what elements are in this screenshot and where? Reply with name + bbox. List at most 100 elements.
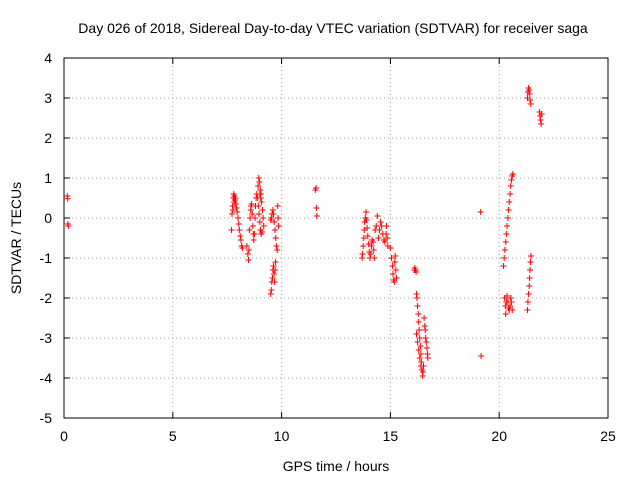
data-point (507, 191, 514, 197)
data-point (267, 291, 274, 297)
y-tick-label: -5 (40, 410, 53, 426)
y-tick-label: -4 (40, 370, 53, 386)
data-point (370, 247, 377, 253)
data-point (503, 231, 510, 237)
data-point (65, 223, 72, 229)
data-point (250, 237, 257, 243)
data-point (243, 243, 250, 249)
data-point (509, 171, 516, 177)
data-point (236, 227, 243, 233)
data-point (273, 243, 280, 249)
data-point (383, 223, 390, 229)
data-points (64, 85, 545, 379)
data-point (255, 175, 262, 181)
data-point (275, 215, 282, 221)
data-point (388, 255, 395, 261)
data-point (237, 233, 244, 239)
data-point (373, 223, 380, 229)
data-point (390, 271, 397, 277)
data-point (504, 215, 511, 221)
data-point (417, 351, 424, 357)
data-point (507, 295, 514, 301)
data-point (538, 121, 545, 127)
x-tick-label: 15 (383, 428, 399, 444)
data-point (375, 235, 382, 241)
data-point (247, 215, 254, 221)
data-point (392, 253, 399, 259)
data-point (270, 211, 277, 217)
x-tick-label: 5 (169, 428, 177, 444)
data-point (526, 275, 533, 281)
data-point (508, 299, 515, 305)
data-point (422, 335, 429, 341)
x-tick-label: 25 (600, 428, 616, 444)
data-point (271, 219, 278, 225)
data-point (381, 239, 388, 245)
data-point (389, 263, 396, 269)
data-point (478, 353, 485, 359)
data-point (235, 215, 242, 221)
data-point (416, 355, 423, 361)
data-point (368, 243, 375, 249)
x-tick-labels: 0 5 10 15 20 25 (60, 428, 616, 444)
data-point (415, 319, 422, 325)
data-point (232, 195, 239, 201)
data-point (371, 255, 378, 261)
data-point (251, 231, 258, 237)
data-point (423, 345, 430, 351)
data-point (387, 245, 394, 251)
data-point (527, 97, 534, 103)
data-point (527, 267, 534, 273)
data-point (415, 347, 422, 353)
data-point (367, 251, 374, 257)
data-point (246, 227, 253, 233)
y-tick-label: 1 (44, 170, 52, 186)
data-point (270, 271, 277, 277)
data-point (274, 203, 281, 209)
data-point (237, 237, 244, 243)
y-tick-label: -1 (40, 250, 53, 266)
plot-frame (63, 57, 609, 419)
data-point (363, 217, 370, 223)
data-point (415, 311, 422, 317)
x-axis-label: GPS time / hours (283, 458, 390, 474)
data-point (268, 215, 275, 221)
data-point (245, 257, 252, 263)
data-point (501, 247, 508, 253)
data-point (413, 269, 420, 275)
y-tick-label: 3 (44, 90, 52, 106)
data-point (259, 229, 266, 235)
data-point (256, 179, 263, 185)
data-point (526, 283, 533, 289)
data-point (537, 117, 544, 123)
data-point (256, 191, 263, 197)
y-tick-label: 0 (44, 210, 52, 226)
data-point (252, 215, 259, 221)
data-point (391, 279, 398, 285)
data-point (258, 199, 265, 205)
data-point (423, 339, 430, 345)
data-point (272, 259, 279, 265)
data-point (363, 209, 370, 215)
data-point (272, 267, 279, 273)
data-point (364, 233, 371, 239)
data-point (360, 243, 367, 249)
data-point (376, 227, 383, 233)
data-point (374, 213, 381, 219)
data-point (509, 307, 516, 313)
data-point (235, 221, 242, 227)
data-point (255, 183, 262, 189)
data-point (244, 251, 251, 257)
data-point (369, 239, 376, 245)
data-point (392, 267, 399, 273)
data-point (312, 185, 319, 191)
data-point (229, 207, 236, 213)
ticks-layer (63, 57, 609, 419)
y-tick-label: 2 (44, 130, 52, 146)
data-point (234, 209, 241, 215)
data-point (384, 235, 391, 241)
data-point (256, 219, 263, 225)
data-point (233, 205, 240, 211)
data-point (413, 295, 420, 301)
